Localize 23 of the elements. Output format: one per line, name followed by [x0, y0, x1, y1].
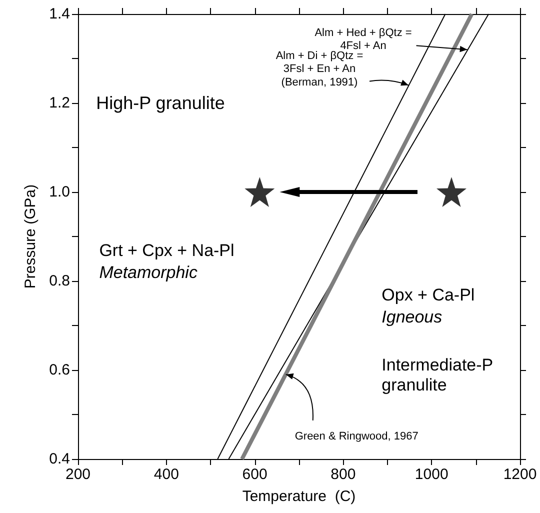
y-tick-label: 0.4: [49, 450, 70, 468]
y-tick-label: 1.4: [49, 6, 70, 22]
annotation: Opx + Ca-Pl: [382, 284, 475, 304]
x-tick-label: 200: [65, 466, 91, 483]
annotation: Metamorphic: [99, 262, 198, 282]
y-tick-label: 0.6: [49, 362, 70, 378]
x-tick-label: 800: [330, 466, 356, 483]
x-tick-label: 400: [154, 466, 179, 483]
x-tick-label: 1200: [503, 466, 537, 483]
annotation: Igneous: [382, 307, 443, 326]
x-tick-label: 600: [242, 466, 268, 483]
annotation: High-P granulite: [96, 93, 225, 113]
annotation: Green & Ringwood, 1967: [294, 430, 418, 442]
x-axis-title: Temperature (C): [242, 488, 356, 505]
annotation: Alm + Hed + βQtz = 4Fsl + An: [314, 27, 412, 52]
y-axis-title: Pressure (GPa): [22, 184, 39, 289]
y-tick-label: 1.0: [49, 184, 70, 200]
annotation: Alm + Di + βQtz = 3Fsl + En + An (Berman, 1991): [276, 50, 364, 88]
annotation: Intermediate-P granulite: [382, 354, 494, 394]
annotation: Grt + Cpx + Na-Pl: [99, 240, 234, 260]
y-tick-label: 0.8: [49, 272, 70, 290]
x-tick-label: 1000: [414, 466, 448, 483]
y-tick-label: 1.2: [49, 94, 70, 112]
